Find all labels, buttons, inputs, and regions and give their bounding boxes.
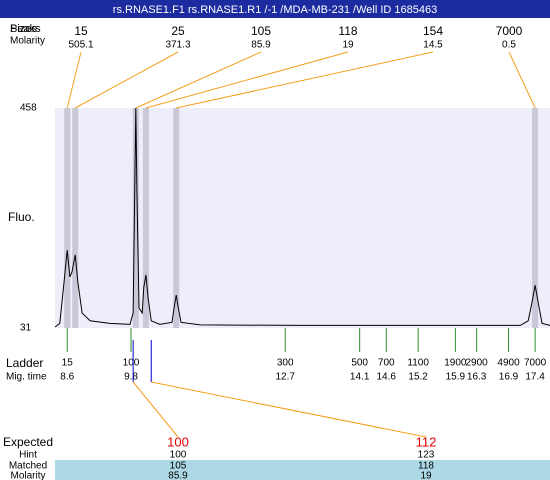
row-label: Ladder bbox=[6, 356, 43, 370]
peak-size: 154 bbox=[423, 24, 443, 38]
ladder-size: 2900 bbox=[466, 358, 489, 369]
title-bar bbox=[0, 0, 550, 18]
ladder-size: 15 bbox=[62, 358, 74, 369]
peak-band bbox=[532, 108, 539, 328]
expected-connector bbox=[132, 381, 179, 438]
row-label: Molarity bbox=[10, 36, 45, 47]
ladder-time: 9.8 bbox=[124, 372, 138, 383]
ladder-time: 8.6 bbox=[60, 372, 74, 383]
ladder-time: 15.9 bbox=[446, 372, 466, 383]
peak-molarity: 19 bbox=[342, 40, 354, 51]
ladder-time: 14.6 bbox=[377, 372, 397, 383]
row-label: Sizes bbox=[10, 23, 37, 35]
peak-band bbox=[64, 108, 71, 328]
peak-band bbox=[132, 108, 139, 328]
row-label: Matched bbox=[9, 461, 47, 472]
peak-molarity: 14.5 bbox=[423, 40, 443, 51]
trace bbox=[54, 107, 550, 328]
expected-size: 112 bbox=[416, 434, 437, 449]
row-label: Mig. time bbox=[6, 372, 47, 383]
peak-size: 25 bbox=[171, 24, 185, 38]
peak-size: 7000 bbox=[496, 24, 523, 38]
y-tick-label: 31 bbox=[20, 323, 32, 334]
peak-band bbox=[142, 108, 149, 328]
peak-size: 105 bbox=[251, 24, 271, 38]
ladder-size: 100 bbox=[123, 358, 140, 369]
y-tick-label: 458 bbox=[20, 103, 37, 114]
peak-connector bbox=[508, 51, 536, 109]
row-label: Peaks bbox=[10, 23, 41, 35]
peak-connector bbox=[66, 51, 82, 109]
row-label: Molarity bbox=[10, 471, 45, 480]
ladder-time: 16.9 bbox=[499, 372, 519, 383]
ladder-time: 17.4 bbox=[525, 372, 545, 383]
matched-band bbox=[55, 460, 550, 480]
matched-molarity: 85.9 bbox=[168, 471, 188, 480]
peak-molarity: 0.5 bbox=[502, 40, 516, 51]
ladder-size: 500 bbox=[351, 358, 368, 369]
matched-molarity: 19 bbox=[420, 471, 432, 480]
ladder-size: 300 bbox=[277, 358, 294, 369]
peak-molarity: 85.9 bbox=[251, 40, 271, 51]
hint-size: 100 bbox=[170, 450, 187, 461]
matched-size: 105 bbox=[170, 461, 187, 472]
peak-size: 118 bbox=[338, 24, 357, 38]
matched-size: 118 bbox=[418, 461, 434, 472]
ladder-size: 7000 bbox=[524, 358, 547, 369]
y-axis-label: Fluo. bbox=[8, 210, 35, 224]
expected-size: 100 bbox=[167, 434, 189, 449]
peak-size: 15 bbox=[74, 24, 88, 38]
peak-connector bbox=[74, 51, 179, 109]
ladder-size: 700 bbox=[378, 358, 395, 369]
peak-molarity: 505.1 bbox=[68, 40, 93, 51]
peak-connector bbox=[176, 51, 434, 109]
ladder-time: 16.3 bbox=[467, 372, 487, 383]
expected-connector bbox=[151, 381, 427, 438]
peak-connector bbox=[135, 51, 262, 109]
ladder-size: 1900 bbox=[444, 358, 467, 369]
peak-band bbox=[72, 108, 79, 328]
ladder-time: 12.7 bbox=[275, 372, 295, 383]
row-label: Hint bbox=[19, 450, 37, 461]
peak-band bbox=[173, 108, 180, 328]
ladder-time: 15.2 bbox=[408, 372, 428, 383]
peak-connector bbox=[145, 51, 349, 109]
row-label: Expected bbox=[3, 435, 53, 449]
ladder-size: 1100 bbox=[407, 358, 429, 369]
ladder-size: 4900 bbox=[497, 358, 520, 369]
hint-size: 123 bbox=[418, 450, 435, 461]
ladder-time: 14.1 bbox=[350, 372, 370, 383]
chart-title: rs.RNASE1.F1 rs.RNASE1.R1 /-1 /MDA-MB-23… bbox=[113, 4, 437, 16]
peak-molarity: 371.3 bbox=[165, 40, 190, 51]
plot-area bbox=[55, 108, 550, 328]
